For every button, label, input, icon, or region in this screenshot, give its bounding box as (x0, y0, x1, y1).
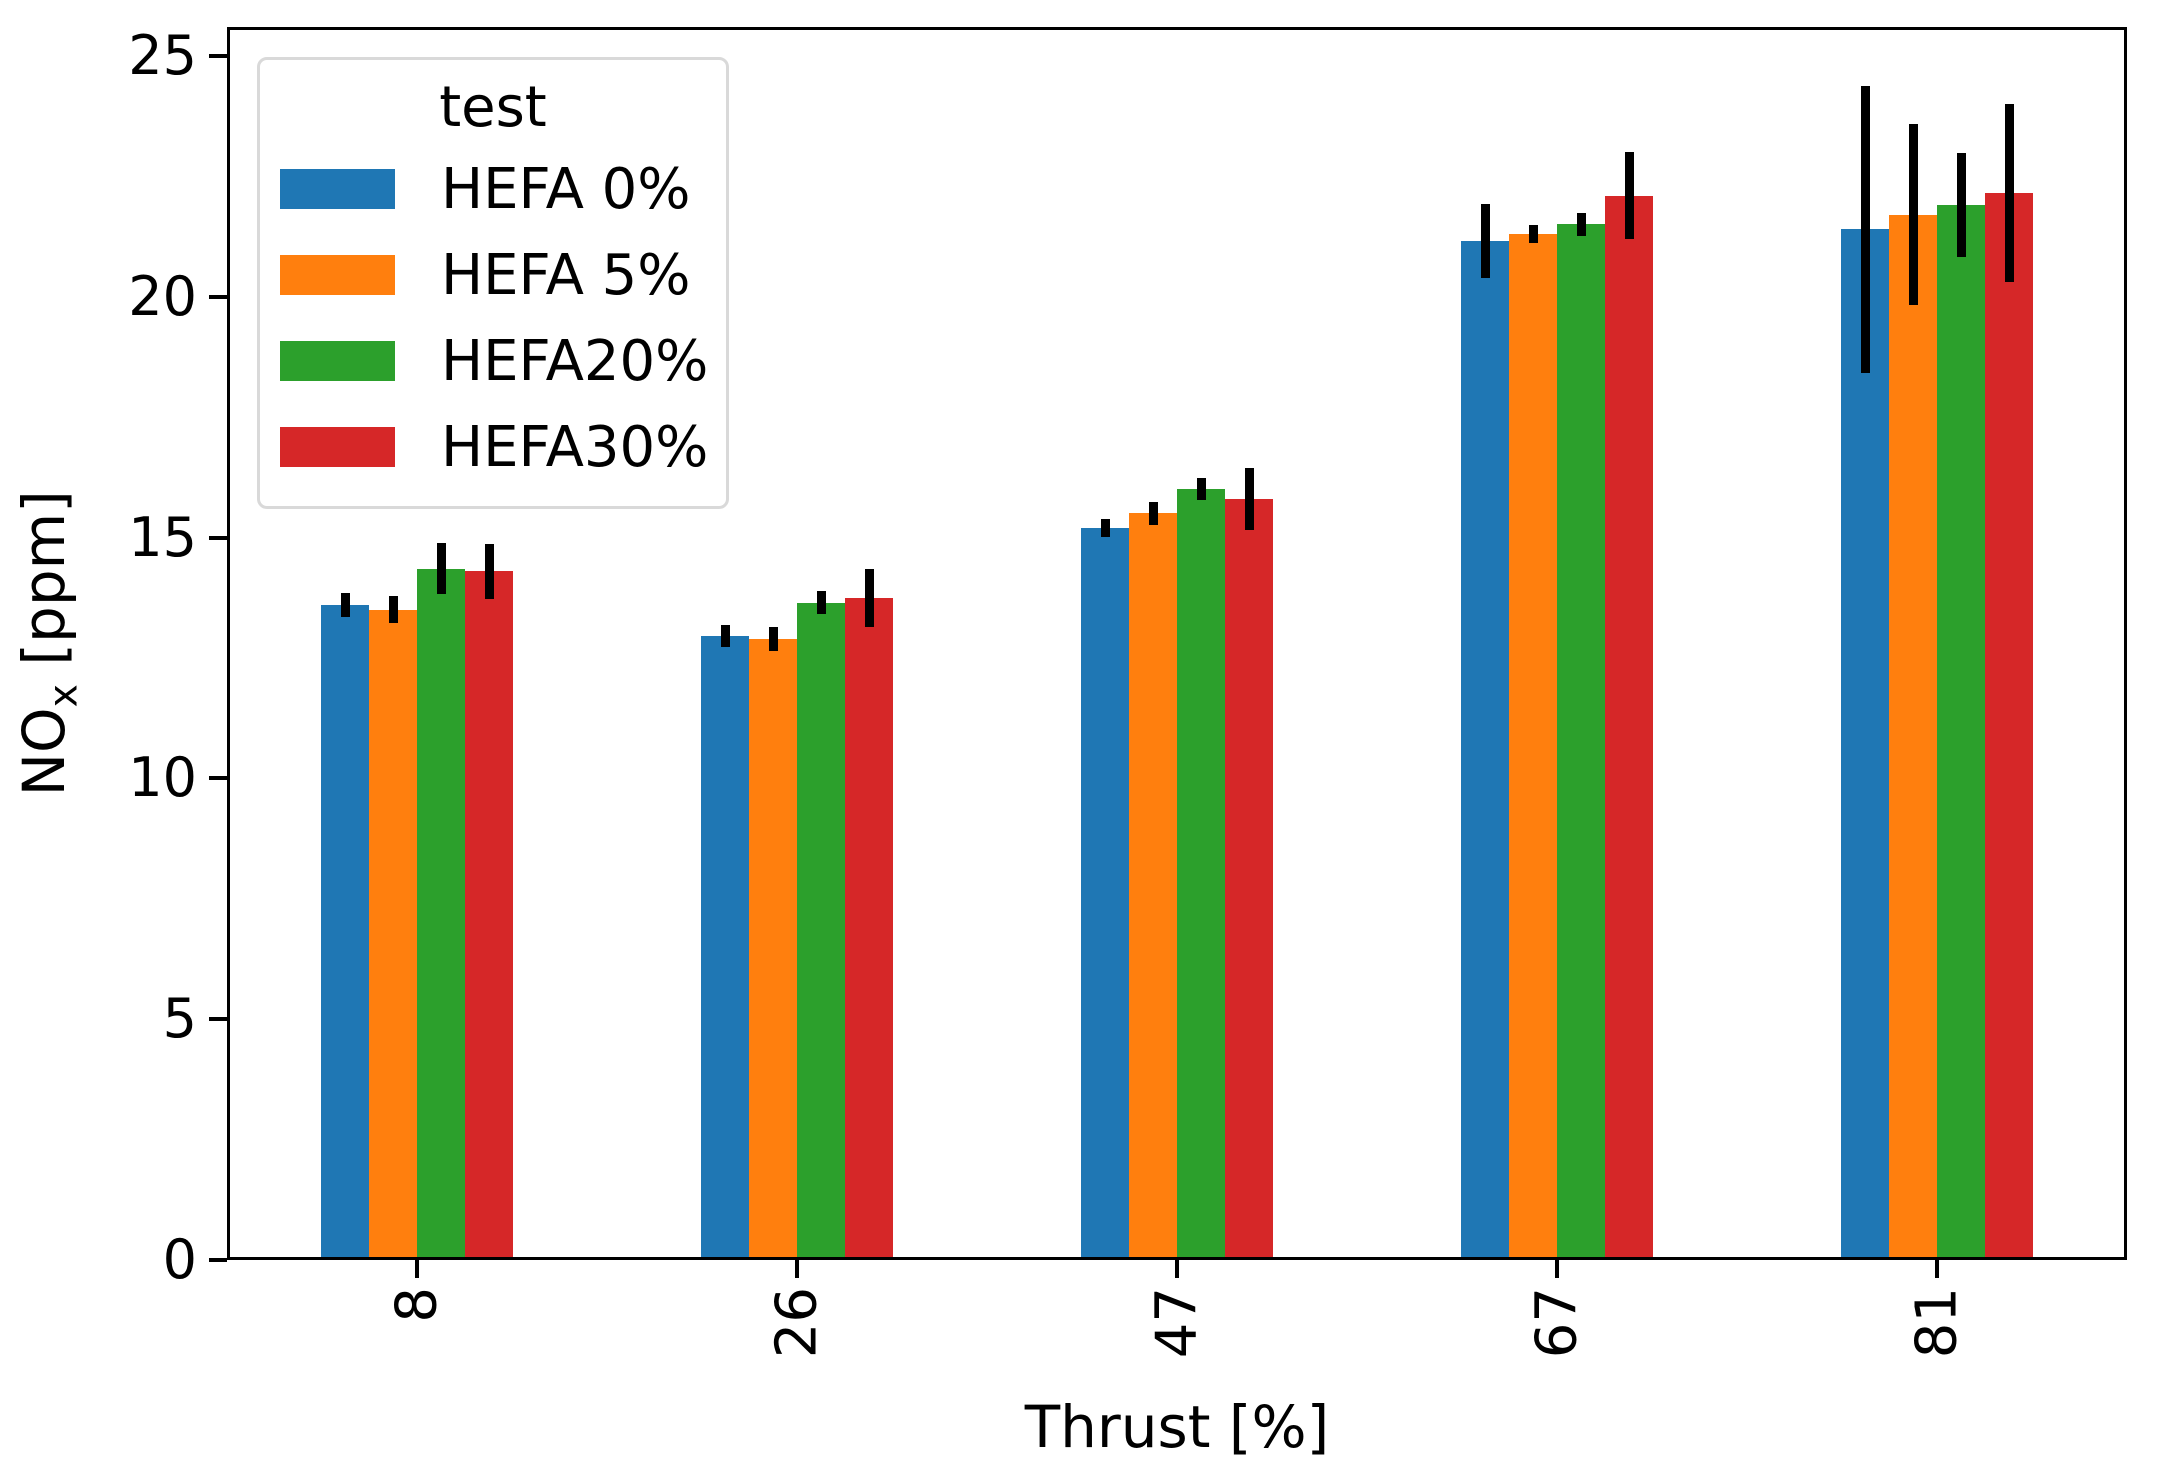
bar (321, 604, 369, 1260)
bar (797, 602, 845, 1260)
error-bar (2004, 104, 2014, 283)
x-tick-label: 47 (1144, 1287, 1210, 1359)
bar (845, 597, 893, 1260)
bar (1225, 499, 1273, 1260)
legend: test HEFA 0% HEFA 5% HEFA20% HEFA30% (257, 57, 729, 509)
bar (1985, 193, 2033, 1260)
bar (749, 638, 797, 1260)
error-bar (436, 543, 446, 595)
y-tick-label: 5 (162, 987, 197, 1051)
bar (1081, 527, 1129, 1260)
y-tick-mark (209, 776, 227, 781)
error-bar (1576, 213, 1586, 236)
legend-color-swatch (280, 169, 395, 209)
x-tick-mark (1555, 1260, 1559, 1278)
legend-item-label: HEFA20% (441, 328, 709, 394)
error-bar (768, 626, 778, 651)
x-tick-mark (1175, 1260, 1179, 1278)
legend-item: HEFA20% (260, 318, 726, 404)
legend-color-swatch (280, 341, 395, 381)
y-tick-label: 25 (128, 23, 197, 87)
error-bar (1956, 153, 1966, 258)
error-bar (1196, 478, 1206, 501)
error-bar (816, 591, 826, 614)
y-tick-mark (209, 535, 227, 540)
x-tick-mark (795, 1260, 799, 1278)
x-axis-label: Thrust [%] (1024, 1393, 1330, 1461)
x-tick-mark (415, 1260, 419, 1278)
bar (1461, 241, 1509, 1260)
error-bar (340, 592, 350, 617)
bar (369, 609, 417, 1260)
error-bar (1244, 467, 1254, 531)
y-tick-label: 10 (128, 746, 197, 810)
legend-item-label: HEFA30% (441, 414, 709, 480)
x-tick-mark (1935, 1260, 1939, 1278)
error-bar (484, 543, 494, 599)
y-tick-label: 20 (128, 264, 197, 328)
x-tick-label: 67 (1524, 1287, 1590, 1359)
bar (417, 568, 465, 1260)
error-bar (388, 596, 398, 624)
bar (1129, 513, 1177, 1260)
x-tick-label: 81 (1904, 1287, 1970, 1359)
y-tick-mark (209, 1258, 227, 1262)
error-bar (1100, 519, 1110, 537)
x-tick-label: 26 (764, 1287, 830, 1359)
legend-item: HEFA 0% (260, 146, 726, 232)
legend-item: HEFA30% (260, 404, 726, 490)
x-tick-label: 8 (384, 1287, 450, 1323)
y-tick-label: 15 (128, 505, 197, 569)
y-tick-mark (209, 1017, 227, 1022)
legend-color-swatch (280, 255, 395, 295)
legend-item: HEFA 5% (260, 232, 726, 318)
legend-color-swatch (280, 427, 395, 467)
error-bar (720, 625, 730, 648)
bar (465, 571, 513, 1260)
y-axis-label: NOx [ppm] (6, 27, 90, 1260)
bar (1177, 489, 1225, 1260)
y-tick-mark (209, 53, 227, 58)
error-bar (1528, 224, 1538, 244)
error-bar (864, 568, 874, 627)
bar (1937, 205, 1985, 1260)
legend-title: test (439, 75, 547, 140)
error-bar (1908, 124, 1918, 306)
bar (1509, 234, 1557, 1260)
y-tick-mark (209, 294, 227, 299)
y-axis-label-subscript: x (40, 684, 87, 708)
bar (1605, 195, 1653, 1260)
bar (701, 636, 749, 1260)
error-bar (1860, 85, 1870, 373)
bar (1557, 224, 1605, 1260)
error-bar (1148, 501, 1158, 525)
legend-item-label: HEFA 5% (441, 242, 691, 308)
bar (1841, 229, 1889, 1260)
error-bar (1624, 152, 1634, 239)
legend-item-label: HEFA 0% (441, 156, 691, 222)
bar (1889, 214, 1937, 1260)
error-bar (1480, 204, 1490, 279)
y-tick-label: 0 (162, 1228, 197, 1291)
